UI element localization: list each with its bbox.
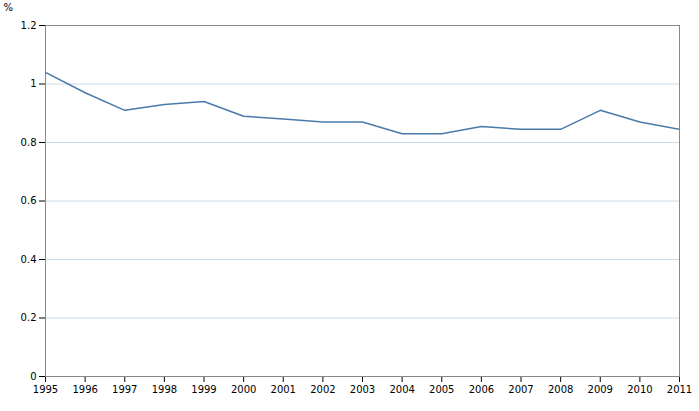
svg-text:2011: 2011 (667, 384, 692, 395)
svg-text:0.2: 0.2 (21, 312, 37, 323)
svg-text:1996: 1996 (72, 384, 97, 395)
svg-text:2010: 2010 (627, 384, 652, 395)
svg-text:2001: 2001 (271, 384, 296, 395)
svg-text:1997: 1997 (112, 384, 137, 395)
svg-text:2009: 2009 (588, 384, 613, 395)
svg-text:2007: 2007 (508, 384, 533, 395)
svg-text:2003: 2003 (350, 384, 375, 395)
svg-text:2002: 2002 (310, 384, 335, 395)
svg-text:2006: 2006 (469, 384, 494, 395)
svg-text:1995: 1995 (33, 384, 58, 395)
svg-text:0: 0 (30, 371, 36, 382)
svg-text:%: % (4, 2, 14, 13)
svg-text:1.2: 1.2 (21, 20, 37, 31)
svg-text:2000: 2000 (231, 384, 256, 395)
svg-text:1999: 1999 (191, 384, 216, 395)
svg-text:1: 1 (30, 78, 36, 89)
svg-text:2008: 2008 (548, 384, 573, 395)
svg-text:0.8: 0.8 (21, 137, 37, 148)
svg-text:2005: 2005 (429, 384, 454, 395)
svg-text:0.6: 0.6 (21, 195, 37, 206)
svg-text:2004: 2004 (389, 384, 414, 395)
svg-text:1998: 1998 (152, 384, 177, 395)
svg-text:0.4: 0.4 (21, 254, 37, 265)
